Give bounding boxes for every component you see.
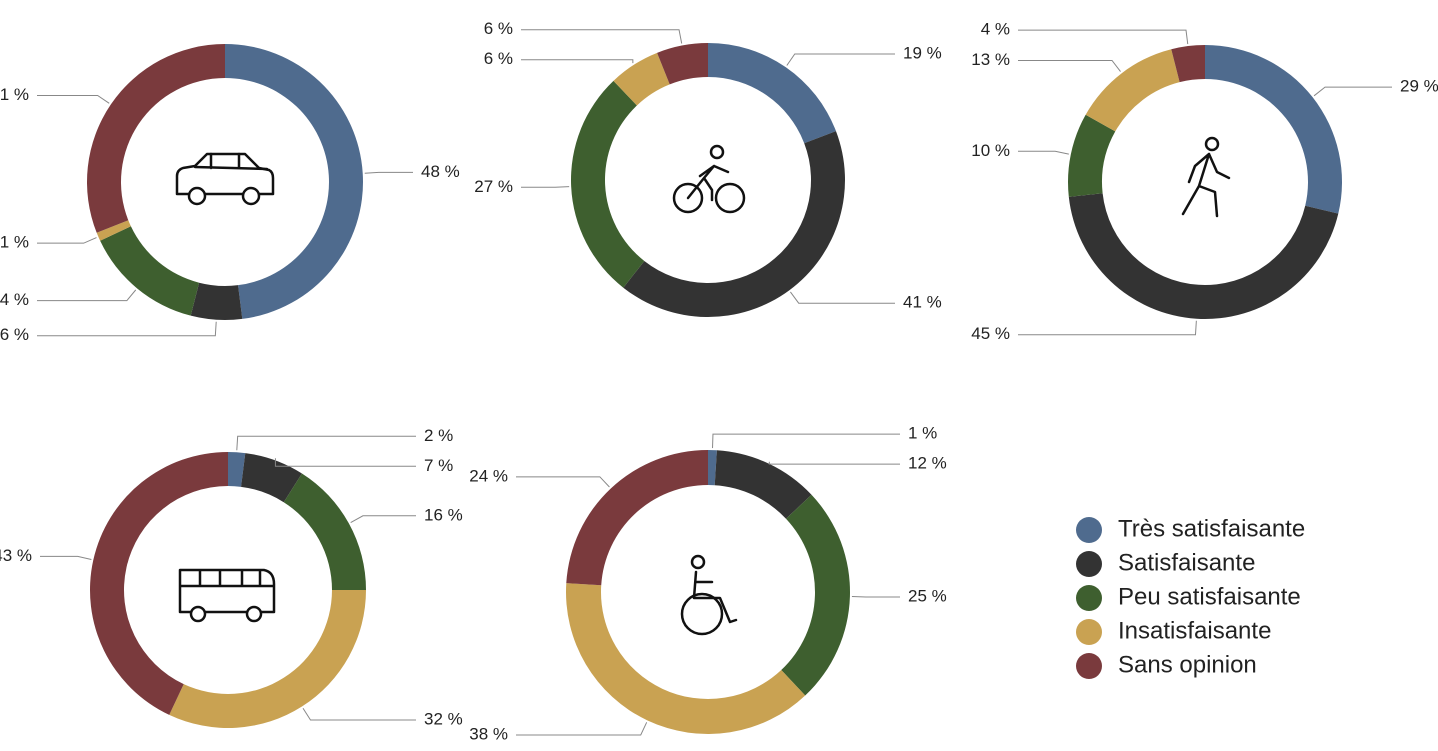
donut-segment [1068, 114, 1116, 197]
leader-line [364, 171, 413, 174]
leader-line [274, 458, 416, 467]
legend-label: Insatisfaisante [1118, 617, 1271, 644]
leader-line [40, 555, 92, 560]
donut-segment [708, 43, 836, 144]
legend-swatch [1076, 517, 1102, 543]
data-label: 6 % [484, 49, 513, 68]
donut-segment [1068, 193, 1339, 320]
data-label: 10 % [971, 141, 1010, 160]
legend: Très satisfaisante Satisfaisante Peu satis… [1076, 515, 1305, 679]
wheelchair-icon [680, 554, 738, 636]
data-label: 43 % [0, 546, 32, 565]
donut-segment [1171, 45, 1205, 83]
data-label: 4 % [981, 20, 1010, 39]
data-label: 38 % [469, 724, 508, 743]
data-label: 6 % [0, 325, 29, 344]
data-label: 31 % [0, 85, 29, 104]
leader-line [712, 433, 900, 449]
donut-segment [1085, 49, 1180, 132]
leader-line [236, 435, 416, 451]
data-label: 1 % [0, 233, 29, 252]
donut-segment [781, 494, 850, 696]
leader-line [302, 707, 416, 721]
data-label: 24 % [469, 466, 508, 485]
leader-line [350, 515, 416, 523]
legend-swatch [1076, 585, 1102, 611]
leader-line [1018, 150, 1069, 155]
leader-line [768, 461, 900, 465]
data-label: 45 % [971, 324, 1010, 343]
donut-segment [228, 452, 246, 487]
legend-swatch [1076, 653, 1102, 679]
leader-line [37, 289, 137, 302]
donut-segment [623, 131, 846, 318]
legend-swatch [1076, 551, 1102, 577]
donut-segment [96, 220, 131, 241]
car-icon [175, 152, 275, 206]
leader-line [516, 476, 610, 488]
donut-segment [225, 44, 364, 319]
legend-label: Peu satisfaisante [1118, 583, 1301, 610]
data-label: 25 % [908, 586, 947, 605]
data-label: 2 % [424, 426, 453, 445]
donut-segment [1205, 45, 1342, 214]
donut-segment [566, 583, 806, 734]
legend-label: Sans opinion [1118, 651, 1257, 678]
data-label: 29 % [1400, 77, 1438, 96]
data-label: 12 % [908, 454, 947, 473]
legend-label: Satisfaisante [1118, 549, 1255, 576]
pedestrian-icon [1181, 136, 1231, 218]
leader-line [790, 291, 895, 304]
donut-segment [708, 450, 717, 486]
data-label: 48 % [421, 162, 460, 181]
donut-segment [100, 226, 200, 316]
donut-segment [657, 43, 708, 85]
bus-icon [178, 568, 276, 623]
data-label: 14 % [0, 290, 29, 309]
data-label: 41 % [903, 293, 942, 312]
data-label: 16 % [424, 505, 463, 524]
bicycle-icon [672, 144, 746, 214]
data-label: 27 % [474, 177, 513, 196]
leader-line [521, 186, 570, 188]
leader-line [37, 237, 97, 244]
donut-segment [86, 44, 225, 233]
donut-segment [566, 450, 708, 586]
donut-segment [714, 450, 812, 519]
donut-segment [90, 452, 229, 715]
leader-line [37, 321, 217, 337]
leader-line [37, 94, 110, 104]
donut-segment [571, 80, 645, 288]
leader-line [786, 53, 895, 66]
leader-line [1018, 320, 1197, 336]
data-label: 1 % [908, 424, 937, 443]
leader-line [1018, 29, 1189, 45]
donut-segment [169, 590, 366, 728]
legend-label: Très satisfaisante [1118, 515, 1305, 542]
data-label: 13 % [971, 50, 1010, 69]
legend-swatch [1076, 619, 1102, 645]
donut-segment [241, 453, 302, 503]
data-label: 19 % [903, 43, 942, 62]
leader-line [1313, 86, 1392, 97]
donut-segment [283, 473, 366, 590]
data-label: 7 % [424, 456, 453, 475]
donut-segment [190, 282, 243, 320]
leader-line [1018, 59, 1121, 72]
leader-line [521, 59, 634, 64]
leader-line [516, 722, 648, 736]
data-label: 6 % [484, 19, 513, 38]
data-label: 32 % [424, 710, 463, 729]
leader-line [521, 29, 683, 44]
donut-segment [613, 52, 670, 106]
